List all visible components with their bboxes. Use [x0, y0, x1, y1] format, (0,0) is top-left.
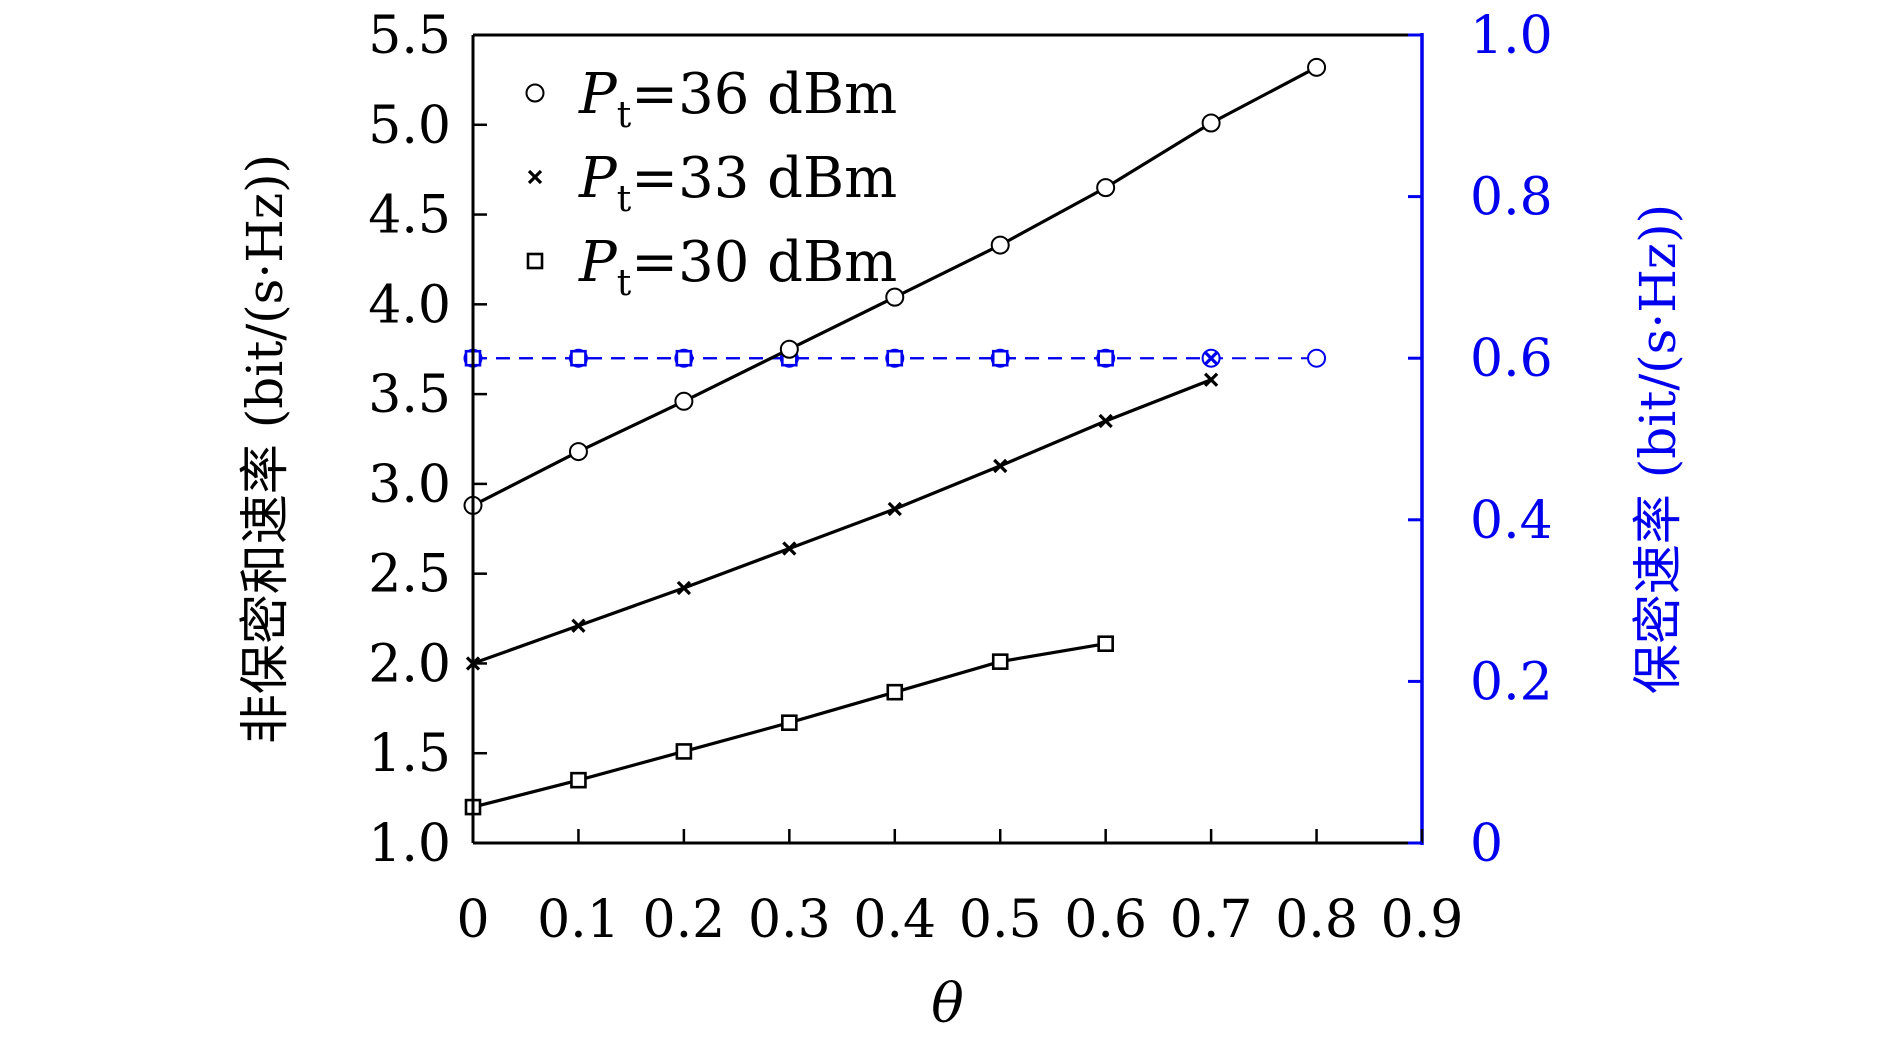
- x-tick-label: 0: [456, 890, 489, 950]
- sum-rate-series: [463, 57, 1327, 816]
- x-tick-label: 0.4: [853, 890, 936, 950]
- marker-circle: [1096, 178, 1116, 198]
- x-tick-label: 0.2: [643, 890, 726, 950]
- legend-label: Pt=36 dBm: [578, 62, 897, 136]
- y-tick-label-right: 0.6: [1470, 329, 1553, 389]
- y-tick-label-left: 5.5: [368, 6, 451, 66]
- y-tick-label-left: 3.0: [368, 455, 451, 515]
- marker-cross: [782, 541, 797, 556]
- marker-cross-stroke: [571, 618, 586, 633]
- x-tick-label: 0.3: [748, 890, 831, 950]
- marker-square: [886, 683, 904, 701]
- marker-cross-stroke: [993, 458, 1008, 474]
- y-tick-label-left: 1.0: [368, 814, 451, 874]
- legend-item: Pt=30 dBm: [526, 230, 897, 304]
- marker-square: [886, 349, 904, 367]
- marker-cross: [571, 618, 586, 633]
- marker-square: [675, 743, 693, 760]
- y-axis-title-left: 非保密和速率 (bit/(s·Hz)): [236, 154, 294, 744]
- sum-rate-series-square: [464, 635, 1114, 816]
- legend-item: Pt=36 dBm: [525, 62, 897, 136]
- marker-circle: [1201, 113, 1221, 133]
- x-tick-label: 0.6: [1064, 890, 1147, 950]
- legend-label: Pt=30 dBm: [578, 230, 897, 304]
- marker-circle: [525, 83, 545, 103]
- y-tick-label-left: 5.0: [368, 96, 451, 156]
- marker-circle: [885, 287, 905, 307]
- x-tick-label: 0.8: [1275, 890, 1358, 950]
- marker-circle: [990, 235, 1010, 255]
- marker-cross: [1203, 372, 1219, 387]
- y-tick-label-left: 4.0: [368, 275, 451, 335]
- y-tick-label-left: 4.5: [368, 186, 451, 246]
- marker-square: [781, 714, 798, 731]
- y-tick-label-right: 0.2: [1470, 652, 1553, 712]
- marker-circle: [1307, 348, 1327, 368]
- marker-cross-stroke: [1203, 351, 1219, 366]
- marker-square: [1097, 349, 1114, 367]
- marker-cross-stroke: [887, 501, 902, 517]
- x-tick-label: 0.9: [1381, 890, 1464, 950]
- x-tick-label: 0.1: [537, 890, 620, 950]
- marker-square: [1097, 635, 1114, 652]
- marker-cross: [527, 169, 543, 185]
- y-tick-label-right: 0.4: [1470, 491, 1553, 551]
- marker-square: [570, 349, 587, 367]
- marker-circle: [568, 442, 588, 462]
- marker-square: [526, 252, 544, 270]
- marker-cross: [676, 580, 692, 596]
- legend: Pt=36 dBm Pt=33 dBm Pt=30 dBm: [525, 62, 897, 304]
- marker-cross: [887, 501, 902, 517]
- marker-square: [675, 349, 693, 367]
- marker-circle: [779, 339, 799, 359]
- y-tick-label-left: 2.0: [368, 634, 451, 694]
- y-tick-label-right: 1.0: [1470, 6, 1553, 66]
- x-axis-title: θ: [931, 972, 964, 1035]
- marker-cross: [993, 458, 1008, 474]
- legend-label: Pt=33 dBm: [578, 146, 897, 220]
- marker-square: [991, 349, 1009, 367]
- plot-area: [473, 35, 1422, 843]
- marker-cross-stroke: [676, 580, 692, 596]
- x-tick-label: 0.7: [1170, 890, 1253, 950]
- y-tick-label-left: 1.5: [368, 724, 451, 784]
- marker-cross-stroke: [1098, 413, 1113, 429]
- marker-cross: [1203, 351, 1219, 366]
- marker-square: [570, 771, 587, 789]
- x-tick-label: 0.5: [959, 890, 1042, 950]
- marker-cross-stroke: [527, 169, 543, 185]
- y-tick-label-right: 0: [1470, 814, 1503, 874]
- marker-circle: [1307, 57, 1327, 77]
- y-tick-label-right: 0.8: [1470, 168, 1553, 228]
- sum-rate-series-x: [465, 372, 1219, 671]
- marker-cross: [1098, 413, 1113, 429]
- y-tick-label-left: 3.5: [368, 365, 451, 425]
- plot-background: [473, 35, 1422, 843]
- marker-cross-stroke: [782, 541, 797, 556]
- y-axis-title-right: 保密速率 (bit/(s·Hz)): [1629, 204, 1687, 694]
- legend-item: Pt=33 dBm: [527, 146, 897, 220]
- marker-square: [991, 653, 1009, 670]
- marker-circle: [674, 391, 694, 411]
- series-line: [472, 378, 1212, 665]
- marker-cross-stroke: [1203, 372, 1219, 387]
- axes: 0 0.1 0.2 0.3 0.4 0.5 0.6 0.7 0.8 0.9 1.0 1.5 2.0 2.5…: [368, 6, 1552, 950]
- y-tick-label-left: 2.5: [368, 545, 451, 605]
